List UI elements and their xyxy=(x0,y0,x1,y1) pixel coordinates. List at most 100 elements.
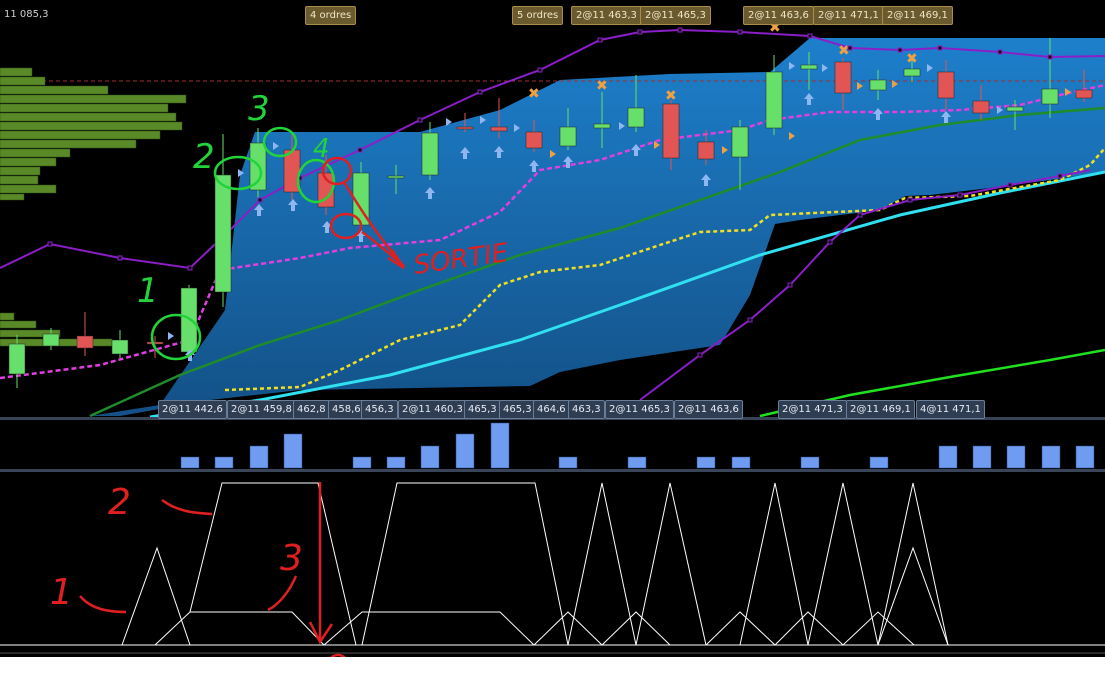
triangle-marker-icon[interactable] xyxy=(997,106,1003,114)
indicator-vertex xyxy=(477,89,483,95)
indicator-vertex xyxy=(187,265,193,271)
bottom-order-badge[interactable]: 4@11 471,1 xyxy=(916,400,985,419)
indicator-vertex xyxy=(697,352,703,358)
buy-arrow-icon[interactable] xyxy=(254,204,264,216)
red-annotations xyxy=(79,156,406,677)
buy-arrow-icon[interactable] xyxy=(322,221,332,233)
triangle-marker-icon[interactable] xyxy=(822,64,828,72)
indicator-vertex xyxy=(997,49,1003,55)
triangle-marker-icon[interactable] xyxy=(619,122,625,130)
exit-cross-icon[interactable]: ✖ xyxy=(665,88,677,104)
triangle-marker-icon[interactable] xyxy=(238,169,244,177)
bottom-order-badge[interactable]: 463,3 xyxy=(568,400,605,419)
triangle-marker-icon[interactable] xyxy=(892,80,898,88)
buy-arrow-icon[interactable] xyxy=(563,156,573,168)
volume-bar xyxy=(558,456,578,469)
buy-arrow-icon[interactable] xyxy=(873,108,883,120)
candles xyxy=(8,38,1093,388)
panel-divider-lower[interactable] xyxy=(0,469,1105,472)
bottom-order-badge[interactable]: 458,6 xyxy=(328,400,365,419)
bear-candle xyxy=(525,131,543,149)
top-order-badge[interactable]: 5 ordres xyxy=(512,6,564,25)
exit-cross-icon[interactable]: ✖ xyxy=(596,78,608,94)
bull-candle xyxy=(8,343,26,375)
volume-bar xyxy=(249,445,269,469)
buy-arrow-icon[interactable] xyxy=(701,174,711,186)
triangle-marker-icon[interactable] xyxy=(722,146,728,154)
top-order-badge[interactable]: 2@11 469,1 xyxy=(882,6,953,25)
top-order-badge[interactable]: 4 ordres xyxy=(305,6,357,25)
purple-upper-line xyxy=(0,28,1105,270)
buy-arrow-icon[interactable] xyxy=(425,187,435,199)
triangle-marker-icon[interactable] xyxy=(789,132,795,140)
triangle-marker-icon[interactable] xyxy=(514,124,520,132)
top-order-badge[interactable]: 2@11 463,6 xyxy=(743,6,814,25)
volume-bar xyxy=(490,422,510,469)
triangle-marker-icon[interactable] xyxy=(789,62,795,70)
price-label: 11 085,3 xyxy=(4,9,49,20)
buy-arrow-icon[interactable] xyxy=(460,147,470,159)
volume-bar xyxy=(869,456,889,469)
yellow-dashed-line xyxy=(224,147,1105,392)
top-order-badge[interactable]: 2@11 465,3 xyxy=(640,6,711,25)
bottom-order-badge[interactable]: 464,6 xyxy=(533,400,570,419)
cyan-line xyxy=(149,170,1105,419)
bull-candle xyxy=(869,79,887,91)
volume-bar xyxy=(731,456,751,469)
annotation-mark-4: 4 xyxy=(313,134,330,164)
exit-cross-icon[interactable]: ✖ xyxy=(528,86,540,102)
buy-arrow-icon[interactable] xyxy=(288,199,298,211)
triangle-marker-icon[interactable] xyxy=(446,118,452,126)
buy-arrow-icon[interactable] xyxy=(941,111,951,123)
triangle-marker-icon[interactable] xyxy=(550,150,556,158)
bull-candle xyxy=(593,123,611,129)
bottom-order-badge[interactable]: 2@11 463,6 xyxy=(674,400,743,419)
footer-strip xyxy=(0,657,1105,679)
triangle-marker-icon[interactable] xyxy=(927,64,933,72)
annotation-mark-1: 1 xyxy=(137,271,159,311)
top-order-badge[interactable]: 2@11 463,3 xyxy=(571,6,642,25)
triangle-marker-icon[interactable] xyxy=(273,142,279,150)
indicator-vertex xyxy=(637,29,643,35)
bottom-order-badge[interactable]: 465,3 xyxy=(464,400,501,419)
bottom-order-badge[interactable]: 2@11 460,3 xyxy=(398,400,467,419)
triangle-marker-icon[interactable] xyxy=(1065,88,1071,96)
indicator-vertex xyxy=(257,197,263,203)
exit-cross-icon[interactable]: ✖ xyxy=(769,20,781,36)
bottom-order-badge[interactable]: 2@11 459,8 xyxy=(227,400,296,419)
exit-cross-icon[interactable]: ✖ xyxy=(838,43,850,59)
bottom-order-badge[interactable]: 462,8 xyxy=(293,400,330,419)
volume-bar xyxy=(283,433,303,469)
indicator-vertex xyxy=(537,67,543,73)
bottom-order-badge[interactable]: 2@11 469,1 xyxy=(846,400,915,419)
lower-mark-3: 3 xyxy=(280,538,303,579)
bull-candle xyxy=(42,333,60,347)
triangle-marker-icon[interactable] xyxy=(168,332,174,340)
bear-candle xyxy=(697,141,715,160)
bottom-order-badge[interactable]: 465,3 xyxy=(499,400,536,419)
indicator-vertex xyxy=(857,212,863,218)
bear-candle xyxy=(146,341,164,345)
triangle-marker-icon[interactable] xyxy=(654,141,660,149)
bull-candle xyxy=(903,68,921,77)
bull-candle xyxy=(421,132,439,176)
order-markers: ✖ ✖ ✖ ✖ ✖ ✖ xyxy=(47,20,1071,361)
bear-candle xyxy=(456,126,474,130)
buy-arrow-icon[interactable] xyxy=(804,93,814,105)
bottom-order-badge[interactable]: 2@11 442,6 xyxy=(158,400,227,419)
exit-cross-icon[interactable]: ✖ xyxy=(906,51,918,67)
bottom-order-badge[interactable]: 2@11 465,3 xyxy=(605,400,674,419)
buy-arrow-icon[interactable] xyxy=(529,160,539,172)
bottom-order-badge[interactable]: 456,3 xyxy=(361,400,398,419)
bear-candle xyxy=(834,61,852,94)
top-order-badge[interactable]: 2@11 471,1 xyxy=(813,6,884,25)
triangle-marker-icon[interactable] xyxy=(480,116,486,124)
bear-candle xyxy=(490,126,508,132)
buy-arrow-icon[interactable] xyxy=(631,144,641,156)
bottom-order-badge[interactable]: 2@11 471,3 xyxy=(778,400,847,419)
buy-arrow-icon[interactable] xyxy=(494,146,504,158)
triangle-marker-icon[interactable] xyxy=(857,82,863,90)
volume-bar xyxy=(938,445,958,469)
